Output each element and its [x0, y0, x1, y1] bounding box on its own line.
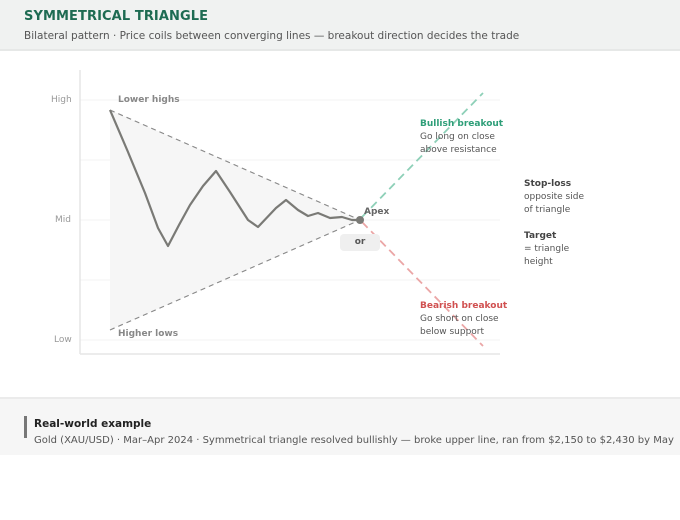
- bearish-title: Bearish breakout: [420, 301, 508, 311]
- bullish-line2: above resistance: [420, 145, 497, 155]
- example-title: Real-world example: [34, 418, 152, 430]
- bullish-line1: Go long on close: [420, 132, 495, 142]
- higher-lows-label: Higher lows: [118, 329, 179, 339]
- axis-label-high: High: [51, 95, 72, 105]
- target-title: Target: [524, 231, 557, 241]
- stop-loss-title: Stop-loss: [524, 179, 572, 189]
- apex-label: Apex: [364, 207, 390, 217]
- axis-label-mid: Mid: [55, 215, 71, 225]
- bearish-line2: below support: [420, 327, 485, 337]
- stop-loss-line2: of triangle: [524, 205, 571, 215]
- real-world-example: Real-world example Gold (XAU/USD) · Mar–…: [0, 397, 680, 455]
- bullish-title: Bullish breakout: [420, 119, 504, 129]
- lower-trendline: [109, 219, 361, 331]
- page-subtitle: Bilateral pattern · Price coils between …: [24, 30, 520, 42]
- stop-loss-line1: opposite side: [524, 192, 584, 202]
- apex-dot: [356, 216, 364, 224]
- lower-highs-label: Lower highs: [118, 95, 180, 105]
- page-title: SYMMETRICAL TRIANGLE: [24, 9, 209, 24]
- bullish-breakout-line: [361, 92, 484, 218]
- accent-bar: [24, 416, 27, 438]
- price-path: [108, 109, 360, 248]
- example-text: Gold (XAU/USD) · Mar–Apr 2024 · Symmetri…: [34, 435, 674, 446]
- header: SYMMETRICAL TRIANGLE Bilateral pattern ·…: [0, 0, 680, 51]
- target-line1: = triangle: [524, 244, 570, 254]
- target-line2: height: [524, 257, 553, 267]
- bearish-breakout-line: [361, 221, 484, 347]
- axis-label-low: Low: [54, 335, 72, 345]
- triangle-fill: [110, 110, 360, 330]
- upper-trendline: [109, 109, 361, 221]
- bearish-line1: Go short on close: [420, 314, 499, 324]
- or-badge: or: [340, 234, 380, 251]
- triangle-chart: [79, 70, 500, 355]
